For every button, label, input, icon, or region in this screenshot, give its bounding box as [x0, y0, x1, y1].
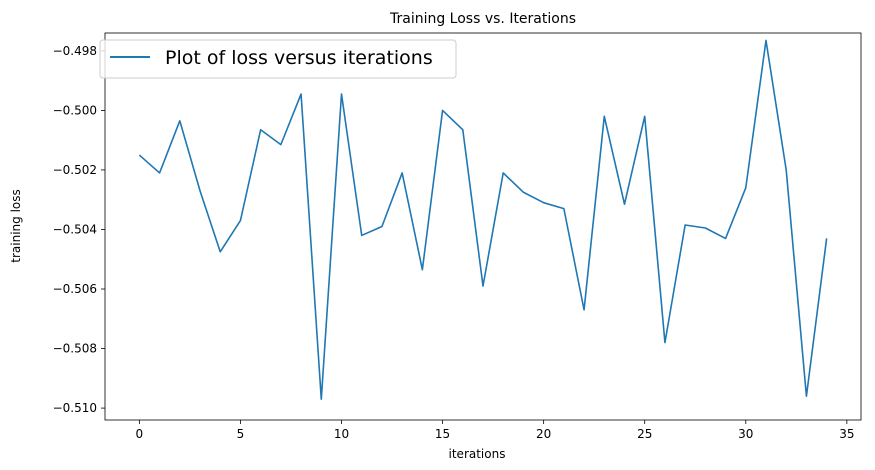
data-point: [461, 128, 465, 132]
data-point: [501, 171, 505, 175]
data-point: [137, 153, 141, 157]
y-axis-label: training loss: [9, 189, 23, 262]
data-point: [825, 236, 829, 240]
data-point: [784, 168, 788, 172]
data-point: [218, 250, 222, 254]
y-tick-label: −0.504: [53, 222, 97, 236]
data-point: [441, 108, 445, 112]
x-tick-label: 15: [435, 427, 450, 441]
data-point: [340, 92, 344, 96]
data-point: [380, 225, 384, 229]
data-point: [198, 189, 202, 193]
data-point: [158, 171, 162, 175]
x-tick-label: 30: [738, 427, 753, 441]
x-axis-label: iterations: [449, 447, 506, 461]
x-tick-label: 20: [536, 427, 551, 441]
data-point: [521, 190, 525, 194]
data-point: [178, 119, 182, 123]
data-point: [744, 186, 748, 190]
y-tick-label: −0.498: [53, 44, 97, 58]
data-point: [622, 202, 626, 206]
y-tick-label: −0.510: [53, 401, 97, 415]
data-point: [420, 268, 424, 272]
data-point: [481, 284, 485, 288]
data-point: [400, 171, 404, 175]
series-layer: [137, 38, 829, 401]
data-point: [562, 207, 566, 211]
data-point: [299, 92, 303, 96]
data-point: [360, 233, 364, 237]
data-point: [259, 128, 263, 132]
x-tick-label: 35: [839, 427, 854, 441]
data-point: [724, 236, 728, 240]
chart-title: Training Loss vs. Iterations: [389, 11, 576, 27]
x-tick-label: 5: [237, 427, 245, 441]
data-point: [542, 201, 546, 205]
x-tick-label: 0: [136, 427, 144, 441]
data-point: [319, 397, 323, 401]
plot-frame: [104, 32, 862, 421]
legend: Plot of loss versus iterations: [99, 39, 457, 79]
y-tick-label: −0.502: [53, 163, 97, 177]
y-tick-label: −0.506: [53, 282, 97, 296]
data-point: [582, 308, 586, 312]
y-tick-label: −0.508: [53, 342, 97, 356]
x-tick-label: 25: [637, 427, 652, 441]
data-point: [238, 219, 242, 223]
data-point: [804, 394, 808, 398]
legend-box: [99, 39, 457, 79]
y-tick-label: −0.500: [53, 103, 97, 117]
data-point: [602, 114, 606, 118]
data-point: [764, 38, 768, 42]
series-line: [138, 39, 828, 400]
data-point: [683, 223, 687, 227]
plot-area: [105, 33, 861, 420]
data-point: [643, 114, 647, 118]
data-point: [703, 226, 707, 230]
legend-label: Plot of loss versus iterations: [165, 47, 433, 69]
data-point: [279, 143, 283, 147]
x-tick-label: 10: [334, 427, 349, 441]
data-point: [663, 341, 667, 345]
tick-layer: 0 5 10 15 20 25 30 35 −0.510 −0.508 −0.506 −0.504 −0…: [53, 44, 855, 441]
